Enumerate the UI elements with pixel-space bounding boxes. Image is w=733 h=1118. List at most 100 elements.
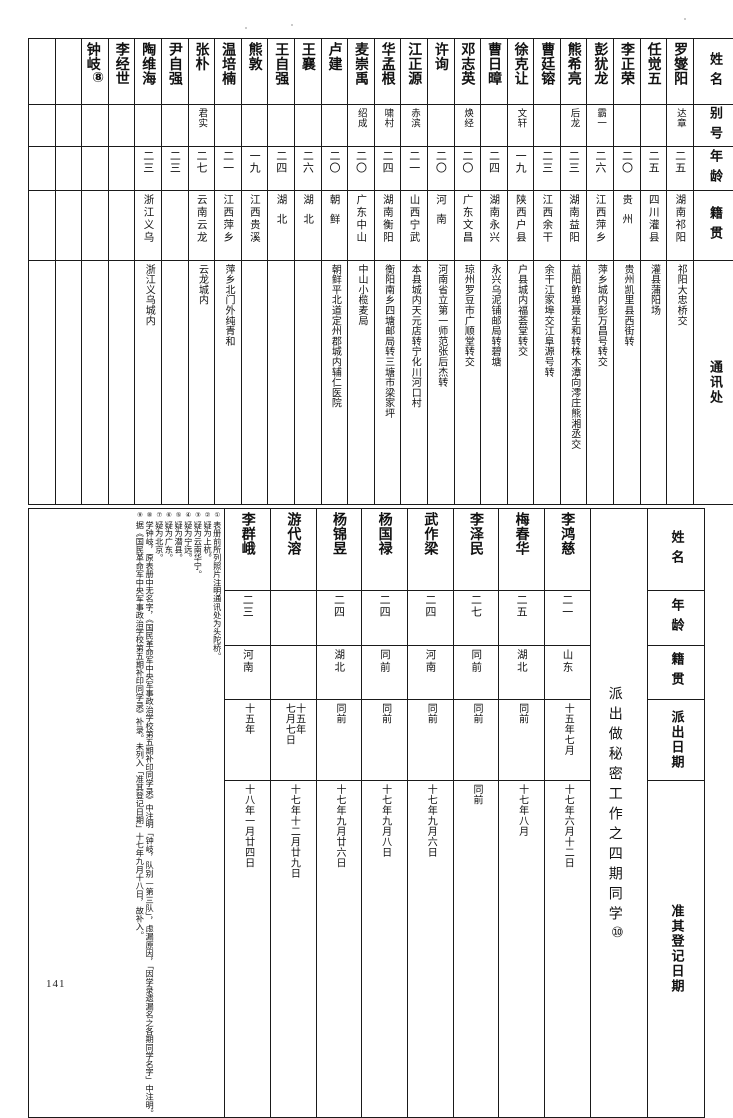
cell-age: 一九 <box>507 147 534 191</box>
cell-register: 十七年八月 <box>499 780 545 1117</box>
cell-alias: 后龙 <box>560 105 587 147</box>
cell-dispatch: 十五年七月 <box>544 700 590 781</box>
cell-empty <box>29 191 56 261</box>
row-header-alias: 别号 <box>693 105 733 147</box>
cell-age: 二七 <box>188 147 215 191</box>
cell-name: 温培楠 <box>215 39 242 105</box>
cell-address <box>108 261 135 505</box>
cell-native: 湖北 <box>268 191 295 261</box>
secret-work-dispatch-table: ①表册前所列照片注明通讯处为头陀桥。②疑为上杭。③疑为云南华宁。④疑为宁远。⑤疑… <box>28 508 705 1118</box>
dispatch-row: ①表册前所列照片注明通讯处为头陀桥。②疑为上杭。③疑为云南华宁。④疑为宁远。⑤疑… <box>29 509 705 591</box>
footnote-entry: ②疑为上杭。 <box>202 513 212 562</box>
cell-alias <box>135 105 162 147</box>
cell-address <box>82 261 109 505</box>
cell-register: 十七年十二月廿九日 <box>270 780 316 1117</box>
cell-alias <box>294 105 321 147</box>
cell-native: 湖南永兴 <box>481 191 508 261</box>
row-header-name: 姓名 <box>693 39 733 105</box>
cell-native: 湖南祁阳 <box>667 191 694 261</box>
cell-address <box>294 261 321 505</box>
cell-alias: 焕经 <box>454 105 481 147</box>
cell-native <box>82 191 109 261</box>
cell-dispatch: 十五年 <box>225 700 271 781</box>
cell-alias <box>241 105 268 147</box>
cell-native: 江西萍乡 <box>587 191 614 261</box>
cell-native <box>270 645 316 699</box>
footnote-entry: ⑨据《国民革命军中央军事政治学校第五期补印同学录》补录。未列入「准其登记日期」十… <box>134 513 144 939</box>
cell-native: 湖南衡阳 <box>374 191 401 261</box>
cell-age: 二七 <box>453 591 499 645</box>
roster-row: 浙江义乌城内云龙城内萍乡北门外纯青和朝鲜平北道定州郡城内辅仁医院中山小榄麦局衡阳… <box>29 261 733 505</box>
cell-alias <box>640 105 667 147</box>
cell-native: 河南 <box>225 645 271 699</box>
cell-register: 同前 <box>453 780 499 1117</box>
cell-age: 二四 <box>316 591 362 645</box>
cell-alias <box>427 105 454 147</box>
row-header-name: 姓名 <box>647 509 704 591</box>
cell-age: 二〇 <box>321 147 348 191</box>
cell-name: 陶维海 <box>135 39 162 105</box>
row-header-native: 籍贯 <box>647 645 704 699</box>
cell-name: 杨锦昱 <box>316 509 362 591</box>
cell-native: 广东中山 <box>348 191 375 261</box>
cell-dispatch: 十五年七月七日 <box>270 700 316 781</box>
cell-empty <box>55 261 82 505</box>
cell-name: 张朴 <box>188 39 215 105</box>
row-header-native: 籍贯 <box>693 191 733 261</box>
cell-address: 云龙城内 <box>188 261 215 505</box>
cell-register: 十八年一月廿四日 <box>225 780 271 1117</box>
cell-address: 朝鲜平北道定州郡城内辅仁医院 <box>321 261 348 505</box>
cell-name: 王襄 <box>294 39 321 105</box>
cell-age <box>108 147 135 191</box>
cell-name: 彭犹龙 <box>587 39 614 105</box>
row-header-age: 年龄 <box>647 591 704 645</box>
cell-native <box>161 191 188 261</box>
cell-name: 曹廷镕 <box>534 39 561 105</box>
cell-age: 二〇 <box>427 147 454 191</box>
cell-native: 同前 <box>453 645 499 699</box>
cell-address: 浙江义乌城内 <box>135 261 162 505</box>
cell-age: 二六 <box>294 147 321 191</box>
cell-age: 二四 <box>374 147 401 191</box>
cell-address <box>161 261 188 505</box>
footnote-entry: ①表册前所列照片注明通讯处为头陀桥。 <box>212 513 222 660</box>
cell-alias: 赤滨 <box>401 105 428 147</box>
cell-age: 二〇 <box>348 147 375 191</box>
cell-age: 二四 <box>362 591 408 645</box>
cell-alias <box>268 105 295 147</box>
cell-name: 梅春华 <box>499 509 545 591</box>
cell-age: 二〇 <box>614 147 641 191</box>
cell-dispatch: 同前 <box>362 700 408 781</box>
cell-name: 熊敦 <box>241 39 268 105</box>
cell-address: 祁阳大忠桥交 <box>667 261 694 505</box>
cell-age: 二一 <box>401 147 428 191</box>
cell-alias: 绍成 <box>348 105 375 147</box>
cell-native: 湖北 <box>294 191 321 261</box>
cell-register: 十七年九月八日 <box>362 780 408 1117</box>
cell-name: 卢建 <box>321 39 348 105</box>
cell-name: 武作梁 <box>407 509 453 591</box>
cell-name: 任觉五 <box>640 39 667 105</box>
table-caption: 派出做秘密工作之四期同学⑩ <box>590 509 647 1118</box>
cell-age: 二三 <box>161 147 188 191</box>
cell-name: 李群峨 <box>225 509 271 591</box>
cell-dispatch: 同前 <box>407 700 453 781</box>
scan-speckle <box>245 27 247 29</box>
cell-empty <box>55 105 82 147</box>
cell-name: 熊希亮 <box>560 39 587 105</box>
cell-age: 二三 <box>534 147 561 191</box>
cell-name: 钟岐⑧ <box>82 39 109 105</box>
cell-native <box>108 191 135 261</box>
cell-address: 灌县蒲阳场 <box>640 261 667 505</box>
cell-empty <box>29 39 56 105</box>
footnote-entry: ⑦疑为北京。 <box>154 513 164 562</box>
cell-name: 李泽民 <box>453 509 499 591</box>
cell-alias: 啸村 <box>374 105 401 147</box>
cell-age: 二三 <box>560 147 587 191</box>
cell-native: 江西萍乡 <box>215 191 242 261</box>
cell-address: 余干江家埠交江阜源号转 <box>534 261 561 505</box>
cell-alias <box>108 105 135 147</box>
cell-age: 二三 <box>225 591 271 645</box>
cell-address: 贵州凯里县西街转 <box>614 261 641 505</box>
row-header-age: 年龄 <box>693 147 733 191</box>
